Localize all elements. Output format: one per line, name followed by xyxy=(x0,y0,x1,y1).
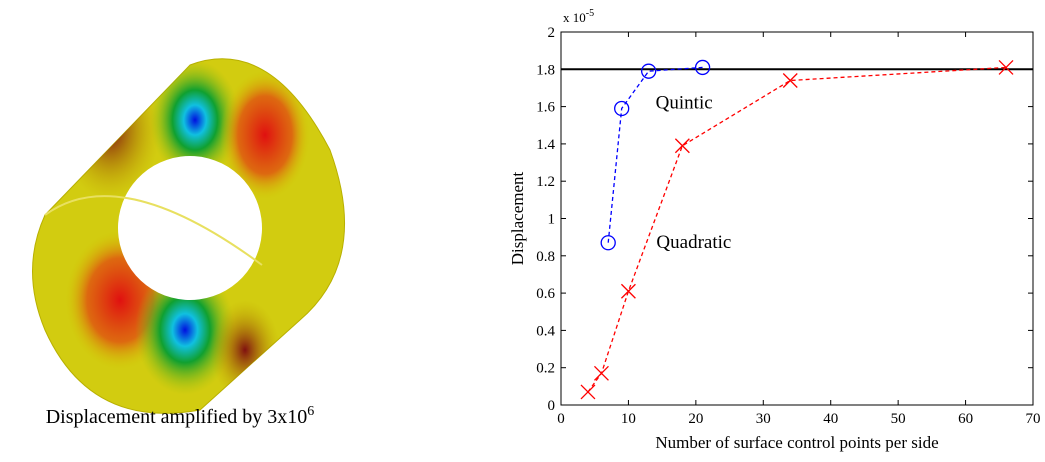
y-tick-label: 2 xyxy=(548,25,556,41)
y-tick-label: 0.8 xyxy=(536,249,555,265)
series-label: Quintic xyxy=(656,92,713,113)
figure: Displacement amplified by 3x106 01020304… xyxy=(0,0,1045,462)
x-tick-label: 60 xyxy=(958,411,973,427)
series-label: Quadratic xyxy=(656,232,731,253)
x-axis-label: Number of surface control points per sid… xyxy=(655,433,938,452)
x-tick-label: 30 xyxy=(756,411,771,427)
marker-cross xyxy=(581,385,595,399)
chart: 0 10 20 30 40 50 60 70 0 0.2 0.4 0.6 0.8 1 1.2 1.4 1.6 1.… xyxy=(508,8,1041,452)
x-tick-label: 50 xyxy=(891,411,906,427)
x-tick-label: 20 xyxy=(688,411,703,427)
x-tick-label: 40 xyxy=(823,411,838,427)
y-tick-label: 1.4 xyxy=(536,137,555,153)
y-axis-label: Displacement xyxy=(508,171,527,265)
caption-text: Displacement amplified by 3x10 xyxy=(46,406,308,428)
y-tick-label: 0 xyxy=(548,398,556,414)
cylinder-render xyxy=(33,59,345,414)
y-multiplier-exponent: -5 xyxy=(586,8,594,19)
marker-circle xyxy=(696,60,710,74)
y-tick-label: 1.8 xyxy=(536,62,555,78)
caption: Displacement amplified by 3x106 xyxy=(46,404,315,428)
caption-superscript: 6 xyxy=(307,404,314,419)
x-tick-label: 70 xyxy=(1026,411,1041,427)
y-multiplier-base: x 10 xyxy=(563,10,586,25)
marker-cross xyxy=(621,284,635,298)
marker-cross xyxy=(594,366,608,380)
x-tick-label: 10 xyxy=(621,411,636,427)
series-line xyxy=(588,67,1006,392)
y-tick-label: 0.6 xyxy=(536,286,555,302)
y-tick-label: 1.6 xyxy=(536,100,555,116)
x-tick-label: 0 xyxy=(557,411,565,427)
marker-cross xyxy=(675,139,689,153)
marker-cross xyxy=(999,60,1013,74)
y-tick-label: 1.2 xyxy=(536,174,555,190)
plot-frame xyxy=(561,32,1033,405)
y-tick-label: 0.2 xyxy=(536,361,555,377)
y-tick-label: 1 xyxy=(548,212,556,228)
y-multiplier: x 10-5 xyxy=(563,8,594,25)
y-tick-label: 0.4 xyxy=(536,323,555,339)
